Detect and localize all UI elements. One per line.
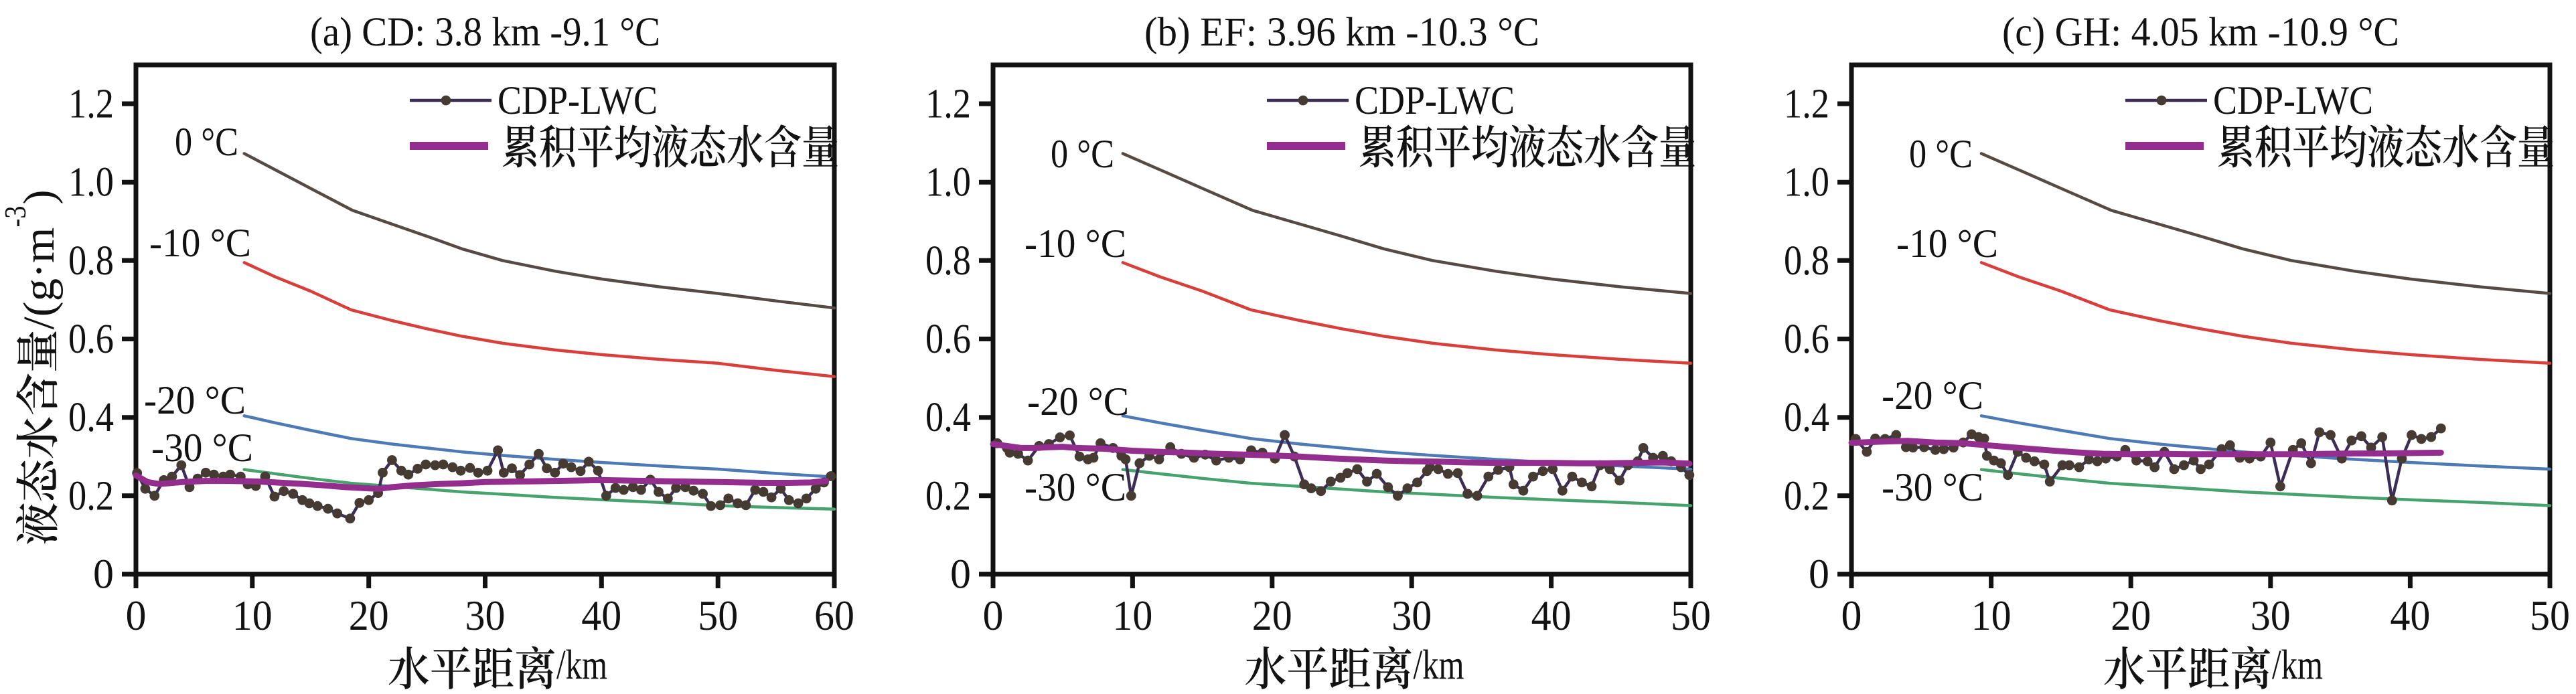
svg-text:0.8: 0.8 <box>925 238 971 284</box>
svg-text:0 °C: 0 °C <box>1909 132 1973 176</box>
svg-text:30: 30 <box>1391 592 1432 639</box>
svg-text:(b) EF: 3.96 km -10.3 °C: (b) EF: 3.96 km -10.3 °C <box>1144 10 1539 55</box>
svg-text:-30 °C: -30 °C <box>151 426 253 470</box>
svg-text:-20 °C: -20 °C <box>144 378 246 422</box>
svg-text:0.2: 0.2 <box>68 473 114 519</box>
svg-text:50: 50 <box>2530 592 2570 639</box>
svg-text:20: 20 <box>1252 592 1292 639</box>
svg-text:/km: /km <box>2272 642 2323 688</box>
svg-text:/km: /km <box>1414 642 1464 688</box>
svg-text:50: 50 <box>698 592 738 639</box>
svg-text:(a) CD: 3.8 km -9.1 °C: (a) CD: 3.8 km -9.1 °C <box>310 10 660 55</box>
svg-text:-3: -3 <box>0 206 32 228</box>
svg-text:40: 40 <box>2390 592 2430 639</box>
svg-text:0: 0 <box>1809 552 1829 598</box>
svg-text:10: 10 <box>1971 592 2012 639</box>
svg-text:0: 0 <box>950 552 971 598</box>
svg-text:0.4: 0.4 <box>68 395 114 440</box>
svg-text:60: 60 <box>814 592 854 639</box>
svg-text:40: 40 <box>581 592 621 639</box>
svg-text:-10 °C: -10 °C <box>1025 222 1126 266</box>
svg-text:(c) GH: 4.05 km -10.9 °C: (c) GH: 4.05 km -10.9 °C <box>2002 10 2399 55</box>
svg-text:1.2: 1.2 <box>1784 82 1829 127</box>
svg-text:0.2: 0.2 <box>925 473 971 519</box>
svg-text:40: 40 <box>1531 592 1572 639</box>
svg-text:1.0: 1.0 <box>68 160 114 205</box>
svg-text:1.0: 1.0 <box>925 160 971 205</box>
svg-text:0.4: 0.4 <box>925 395 971 440</box>
svg-text:): ) <box>15 190 64 205</box>
svg-text:0 °C: 0 °C <box>1051 132 1114 176</box>
svg-text:0: 0 <box>1841 592 1862 639</box>
svg-text:-20 °C: -20 °C <box>1882 373 1983 418</box>
svg-text:20: 20 <box>2111 592 2151 639</box>
svg-text:-30 °C: -30 °C <box>1025 465 1126 509</box>
svg-text:-20 °C: -20 °C <box>1027 379 1129 424</box>
svg-text:1.2: 1.2 <box>925 82 971 127</box>
svg-text:0: 0 <box>126 592 147 639</box>
svg-text:CDP-LWC: CDP-LWC <box>498 78 658 122</box>
svg-text:1.2: 1.2 <box>68 82 114 127</box>
svg-text:/km: /km <box>556 642 607 688</box>
svg-text:30: 30 <box>2251 592 2291 639</box>
svg-text:0.6: 0.6 <box>1784 317 1829 362</box>
svg-text:0 °C: 0 °C <box>175 120 238 164</box>
svg-text:0.6: 0.6 <box>68 317 114 362</box>
svg-text:CDP-LWC: CDP-LWC <box>2213 78 2373 122</box>
svg-text:0.8: 0.8 <box>68 238 114 284</box>
svg-text:20: 20 <box>349 592 389 639</box>
svg-text:1.0: 1.0 <box>1784 160 1829 205</box>
svg-text:0.8: 0.8 <box>1784 238 1829 284</box>
svg-text:30: 30 <box>465 592 506 639</box>
svg-text:0: 0 <box>983 592 1004 639</box>
svg-text:/(g·m: /(g·m <box>15 228 64 330</box>
svg-text:-10 °C: -10 °C <box>1896 222 1998 266</box>
svg-text:-10 °C: -10 °C <box>149 221 251 265</box>
svg-text:10: 10 <box>232 592 273 639</box>
svg-text:-30 °C: -30 °C <box>1882 465 1983 509</box>
svg-text:0.6: 0.6 <box>925 317 971 362</box>
svg-text:0.2: 0.2 <box>1784 473 1829 519</box>
svg-text:50: 50 <box>1671 592 1711 639</box>
svg-text:0: 0 <box>93 552 114 598</box>
svg-text:10: 10 <box>1112 592 1152 639</box>
svg-text:CDP-LWC: CDP-LWC <box>1355 78 1515 122</box>
svg-text:0.4: 0.4 <box>1784 395 1829 440</box>
